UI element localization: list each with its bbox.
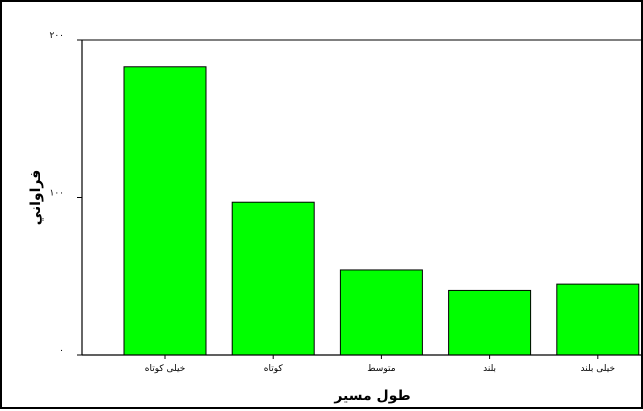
bars-group bbox=[123, 66, 640, 356]
bar-3 bbox=[339, 269, 423, 356]
bar-5 bbox=[556, 283, 640, 356]
x-tick-label: كوتاه bbox=[264, 364, 284, 374]
x-tick-label: متوسط bbox=[367, 364, 395, 374]
bar-2 bbox=[231, 201, 315, 356]
x-tick-label: خيلی بلند bbox=[581, 364, 616, 374]
bar-1 bbox=[123, 66, 207, 356]
y-ticks-group: ۰ ۱۰۰ ۲۰۰ bbox=[49, 31, 82, 356]
y-tick-label: ۰ bbox=[59, 346, 64, 356]
bar-4 bbox=[448, 289, 532, 356]
x-tick-label: خيلی كوتاه bbox=[145, 364, 186, 374]
y-tick-label: ۱۰۰ bbox=[49, 189, 64, 199]
x-ticks-group: خيلی كوتاه كوتاه متوسط بلند خيلی بلند bbox=[145, 355, 615, 374]
x-axis-title: طول مسير bbox=[333, 388, 410, 404]
y-axis-title: فراواني bbox=[28, 170, 44, 226]
y-tick-label: ۲۰۰ bbox=[49, 31, 64, 41]
x-tick-label: بلند bbox=[483, 364, 496, 374]
